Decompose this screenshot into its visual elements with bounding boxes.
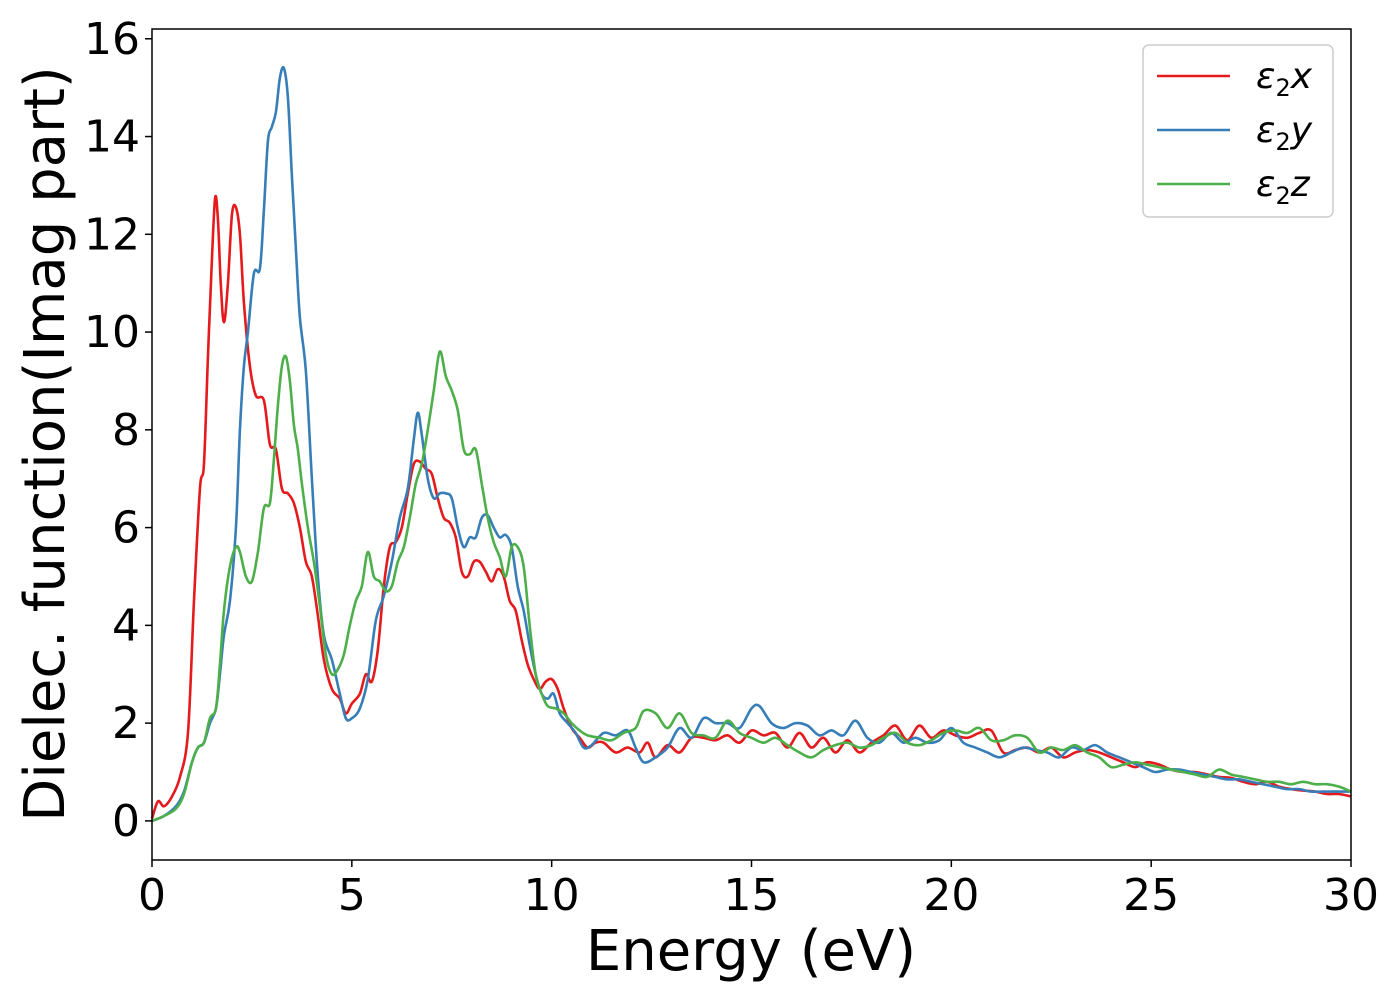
x-tick-label: 25 <box>1123 870 1179 921</box>
y-tick-label: 2 <box>112 698 140 749</box>
x-tick-label: 5 <box>338 870 366 921</box>
legend-label-z: ε2z <box>1256 164 1311 210</box>
y-tick-label: 14 <box>84 112 140 163</box>
y-axis: 0 2 4 6 8 10 12 14 16 <box>84 14 152 847</box>
y-tick-label: 0 <box>112 796 140 847</box>
y-tick-label: 4 <box>112 600 140 651</box>
y-axis-title: Dielec. function(Imag part) <box>13 66 78 822</box>
y-tick-label: 6 <box>112 503 140 554</box>
x-tick-label: 30 <box>1323 870 1379 921</box>
series-line-x <box>150 194 1352 819</box>
x-tick-label: 15 <box>724 870 780 921</box>
legend: ε2x ε2y ε2z <box>1142 44 1334 218</box>
x-tick-label: 0 <box>138 870 166 921</box>
x-tick-label: 10 <box>524 870 580 921</box>
y-tick-label: 8 <box>112 405 140 456</box>
series-layer <box>150 65 1352 823</box>
series-line-z <box>151 350 1352 823</box>
x-axis-title: Energy (eV) <box>586 919 916 984</box>
y-tick-label: 10 <box>84 307 140 358</box>
y-tick-label: 12 <box>84 209 140 260</box>
legend-label-y: ε2y <box>1256 110 1313 156</box>
series-line-y <box>151 65 1351 823</box>
y-tick-label: 16 <box>84 14 140 65</box>
x-axis: 0 5 10 15 20 25 30 <box>138 860 1379 921</box>
legend-box <box>1142 44 1334 218</box>
legend-label-x: ε2x <box>1256 56 1313 102</box>
x-tick-label: 20 <box>923 870 979 921</box>
